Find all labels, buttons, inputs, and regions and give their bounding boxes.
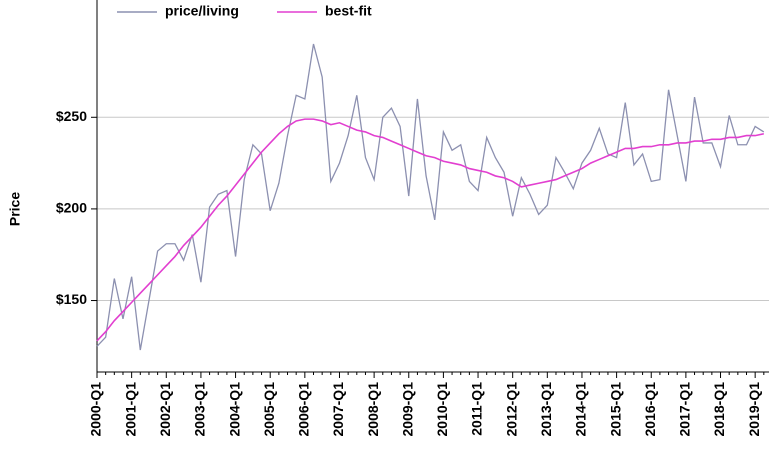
x-tick-label: 2015-Q1 bbox=[607, 382, 623, 437]
legend-label: best-fit bbox=[325, 3, 372, 19]
y-tick-label: $150 bbox=[56, 291, 87, 307]
x-tick-label: 2017-Q1 bbox=[677, 382, 693, 437]
x-tick-label: 2012-Q1 bbox=[503, 382, 519, 437]
x-tick-label: 2006-Q1 bbox=[296, 382, 312, 437]
series-line bbox=[96, 43, 765, 351]
x-tick-label: 2000-Q1 bbox=[88, 382, 104, 437]
x-tick-label: 2019-Q1 bbox=[746, 382, 762, 437]
y-tick-label: $250 bbox=[56, 108, 87, 124]
x-tick-label: 2001-Q1 bbox=[122, 382, 138, 437]
x-tick-label: 2008-Q1 bbox=[365, 382, 381, 437]
x-tick-label: 2010-Q1 bbox=[434, 382, 450, 437]
x-tick-label: 2018-Q1 bbox=[711, 382, 727, 437]
x-tick-label: 2016-Q1 bbox=[642, 382, 658, 437]
x-tick-label: 2014-Q1 bbox=[573, 382, 589, 437]
y-tick-label: $200 bbox=[56, 200, 87, 216]
x-tick-label: 2007-Q1 bbox=[330, 382, 346, 437]
series-line bbox=[96, 118, 764, 342]
x-tick-label: 2002-Q1 bbox=[157, 382, 173, 437]
x-tick-label: 2013-Q1 bbox=[538, 382, 554, 437]
y-axis-label: Price bbox=[7, 192, 23, 226]
x-tick-label: 2004-Q1 bbox=[226, 382, 242, 437]
x-tick-label: 2011-Q1 bbox=[469, 382, 485, 436]
x-tick-label: 2005-Q1 bbox=[261, 382, 277, 437]
x-tick-label: 2009-Q1 bbox=[399, 382, 415, 437]
x-tick-label: 2003-Q1 bbox=[192, 382, 208, 437]
legend-label: price/living bbox=[165, 3, 239, 19]
